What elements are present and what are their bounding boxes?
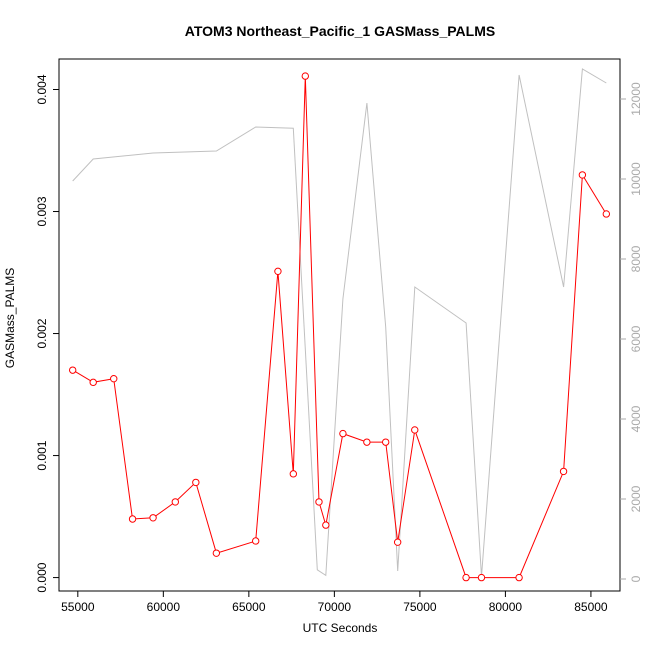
x-tick-label: 75000 bbox=[403, 600, 437, 614]
y-tick-label: 0.004 bbox=[35, 74, 49, 104]
x-tick-label: 60000 bbox=[147, 600, 181, 614]
data-point bbox=[381, 438, 390, 446]
y2-tick-label: 0 bbox=[629, 575, 643, 582]
data-point bbox=[393, 538, 402, 546]
x-axis-label: UTC Seconds bbox=[303, 621, 378, 635]
series-line-1 bbox=[72, 68, 607, 577]
y2-tick-label: 12000 bbox=[629, 82, 643, 116]
y-axis-label: GASMass_PALMS bbox=[3, 268, 17, 368]
data-point bbox=[559, 467, 568, 476]
data-point bbox=[289, 470, 298, 478]
data-point bbox=[339, 429, 347, 438]
data-point bbox=[110, 374, 118, 383]
data-point bbox=[301, 72, 309, 80]
data-point bbox=[477, 573, 486, 582]
series-right-axis bbox=[72, 68, 607, 577]
y2-tick-label: 6000 bbox=[629, 325, 643, 352]
y-tick-label: 0.003 bbox=[35, 196, 49, 226]
y2-tick-label: 10000 bbox=[629, 162, 643, 196]
data-point bbox=[274, 267, 282, 276]
x-tick-label: 80000 bbox=[489, 600, 523, 614]
chart-title: ATOM3 Northeast_Pacific_1 GASMass_PALMS bbox=[185, 23, 495, 39]
data-point bbox=[363, 438, 371, 446]
data-point bbox=[462, 573, 470, 582]
data-point bbox=[68, 366, 77, 374]
data-point bbox=[89, 378, 97, 387]
data-point bbox=[578, 171, 587, 179]
x-tick-label: 55000 bbox=[61, 600, 95, 614]
data-point bbox=[212, 549, 221, 557]
data-point bbox=[251, 537, 260, 545]
data-point bbox=[515, 573, 523, 582]
axes: 55000 60000 65000 70000 75000 80000 850000.000… bbox=[35, 74, 643, 614]
data-point bbox=[128, 515, 137, 523]
y2-tick-label: 4000 bbox=[629, 405, 643, 432]
plot-frame bbox=[58, 58, 621, 592]
x-tick-label: 70000 bbox=[318, 600, 352, 614]
series-left-axis bbox=[68, 72, 611, 582]
y2-tick-label: 8000 bbox=[629, 245, 643, 272]
data-point bbox=[322, 521, 330, 529]
x-tick-label: 85000 bbox=[574, 600, 608, 614]
data-point bbox=[315, 498, 323, 506]
data-point bbox=[149, 514, 157, 522]
y2-tick-label: 2000 bbox=[629, 485, 643, 512]
y-tick-label: 0.001 bbox=[35, 440, 49, 470]
y-tick-label: 0.002 bbox=[35, 318, 49, 348]
data-point bbox=[192, 478, 200, 487]
data-point bbox=[411, 426, 419, 434]
data-point bbox=[171, 498, 180, 506]
y-tick-label: 0.000 bbox=[35, 562, 49, 592]
data-point bbox=[602, 210, 611, 218]
x-tick-label: 65000 bbox=[232, 600, 266, 614]
